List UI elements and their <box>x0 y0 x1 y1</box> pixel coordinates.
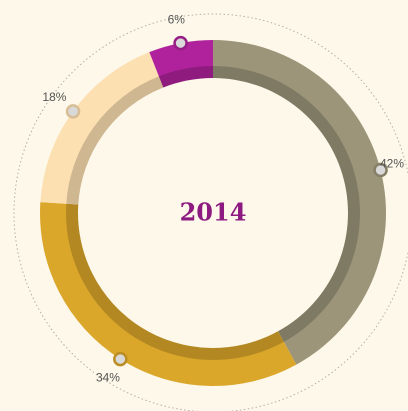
segment <box>40 52 164 205</box>
data-label: 18% <box>42 90 66 104</box>
marker-dot <box>173 35 188 51</box>
segment <box>149 40 213 88</box>
marker-dot <box>65 104 81 119</box>
segment-shadow <box>66 76 164 205</box>
markers <box>65 35 388 367</box>
segments <box>40 40 386 386</box>
segment <box>40 202 297 386</box>
data-label: 34% <box>96 371 120 385</box>
segment <box>213 40 386 365</box>
data-label: 42% <box>380 156 404 170</box>
data-label: 6% <box>168 13 186 27</box>
marker-dot <box>113 351 128 367</box>
marker-dot <box>373 162 388 178</box>
segment-shadow <box>66 203 284 360</box>
segment-shadow <box>213 66 360 342</box>
segment-shadow <box>158 66 213 88</box>
chart-title: 2014 <box>180 198 247 227</box>
outer-guide <box>13 13 408 411</box>
